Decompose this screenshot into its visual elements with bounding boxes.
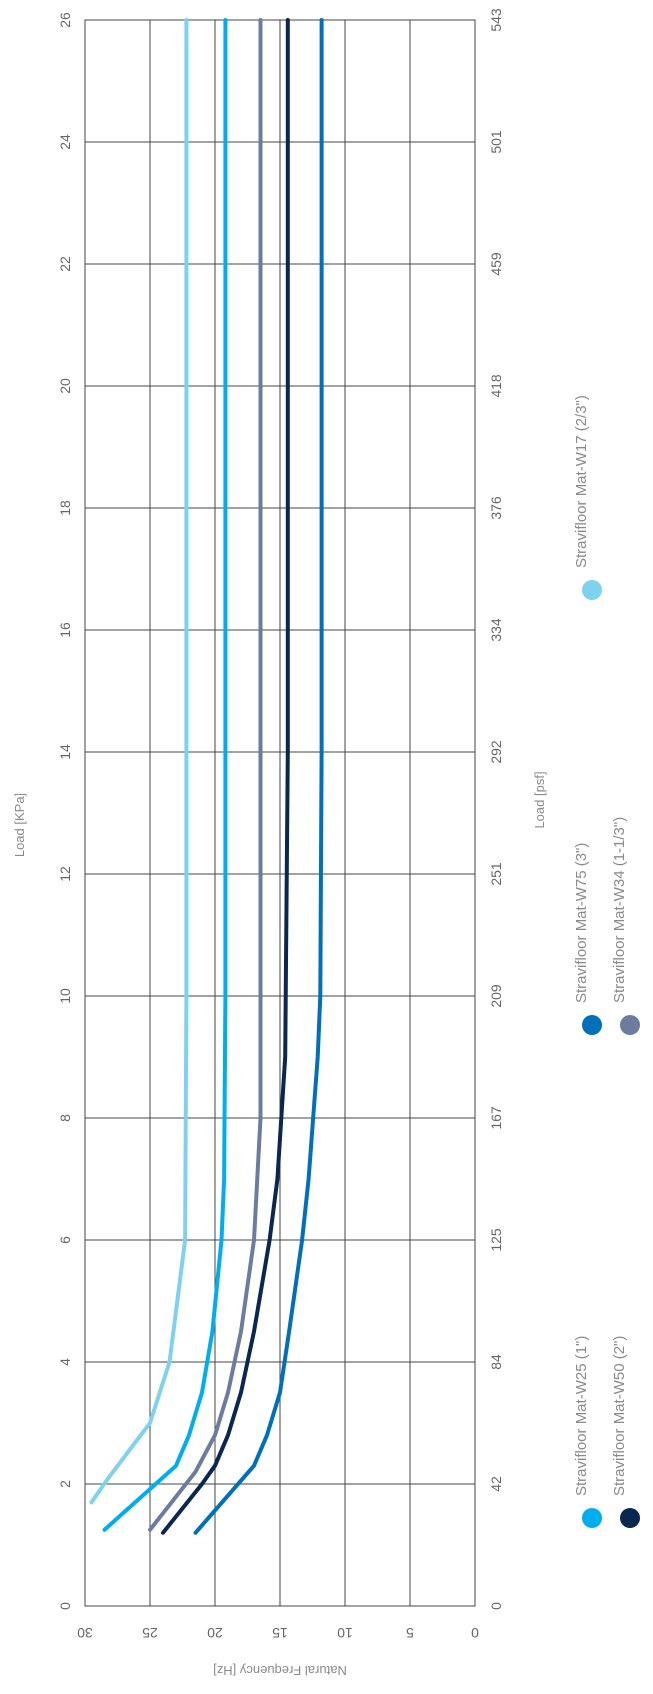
legend-label-5: Stravifloor Mat-W17 (2/3") [573,395,590,568]
x-secondary-tick-label: 167 [488,1106,504,1130]
legend-marker-5 [582,580,602,600]
series-line-4 [148,18,263,1532]
legend-label-4: Stravifloor Mat-W34 (1-1/3") [611,817,628,1003]
x-primary-tick-label: 2 [57,1480,73,1488]
legend-marker-1 [582,1508,602,1528]
x-secondary-tick-label: 42 [488,1476,504,1492]
legend-marker-4 [620,1015,640,1035]
x-secondary-tick-label: 209 [488,984,504,1008]
legend-label-2: Stravifloor Mat-W50 (2") [611,1336,628,1496]
x-primary-tick-label: 10 [57,988,73,1004]
x-primary-tick-label: 26 [57,12,73,28]
x-primary-tick-label: 14 [57,744,73,760]
x-secondary-ticks: 0 42 84 125 167 209 251 292 334 376 418 459 501 543 [488,8,504,1610]
legend-label-1: Stravifloor Mat-W25 (1") [573,1336,590,1496]
series-line-2 [161,18,290,1535]
y-tick-label: 25 [142,1625,158,1641]
legend-marker-2 [620,1508,640,1528]
x-primary-tick-label: 6 [57,1236,73,1244]
x-primary-tick-label: 18 [57,500,73,516]
x-secondary-tick-label: 501 [488,130,504,154]
x-secondary-tick-label: 459 [488,252,504,276]
x-primary-axis-title: Load [KPa] [12,793,27,857]
y-ticks: 0 5 10 15 20 25 30 [77,1625,479,1641]
x-primary-tick-label: 0 [57,1602,73,1610]
y-tick-label: 10 [337,1625,353,1641]
x-secondary-tick-label: 0 [488,1602,504,1610]
x-primary-tick-label: 4 [57,1358,73,1366]
x-secondary-tick-label: 334 [488,618,504,642]
x-primary-tick-label: 8 [57,1114,73,1122]
legend-label-3: Stravifloor Mat-W75 (3") [573,843,590,1003]
y-tick-label: 15 [272,1625,288,1641]
x-secondary-tick-label: 543 [488,8,504,32]
series-line-1 [102,18,228,1532]
y-tick-label: 20 [207,1625,223,1641]
y-axis-title: Natural Frequency [Hz] [213,1663,347,1678]
x-secondary-tick-label: 292 [488,740,504,764]
series-lines [89,18,324,1535]
plot-frame [84,19,476,1607]
legend: Stravifloor Mat-W25 (1") Stravifloor Mat-… [573,395,640,1528]
x-primary-tick-label: 12 [57,866,73,882]
x-primary-tick-label: 22 [57,256,73,272]
x-secondary-axis-title: Load [psf] [532,771,547,828]
x-secondary-tick-label: 376 [488,496,504,520]
y-tick-label: 30 [77,1625,93,1641]
x-primary-tick-label: 20 [57,378,73,394]
x-secondary-tick-label: 251 [488,862,504,886]
series-line-3 [193,18,324,1535]
grid [84,19,476,1607]
legend-marker-3 [582,1015,602,1035]
y-tick-label: 0 [471,1625,479,1641]
x-secondary-tick-label: 418 [488,374,504,398]
series-line-5 [89,18,189,1505]
x-secondary-tick-label: 125 [488,1228,504,1252]
x-secondary-tick-label: 84 [488,1354,504,1370]
y-tick-label: 5 [406,1625,414,1641]
x-primary-tick-label: 16 [57,622,73,638]
x-primary-tick-label: 24 [57,134,73,150]
